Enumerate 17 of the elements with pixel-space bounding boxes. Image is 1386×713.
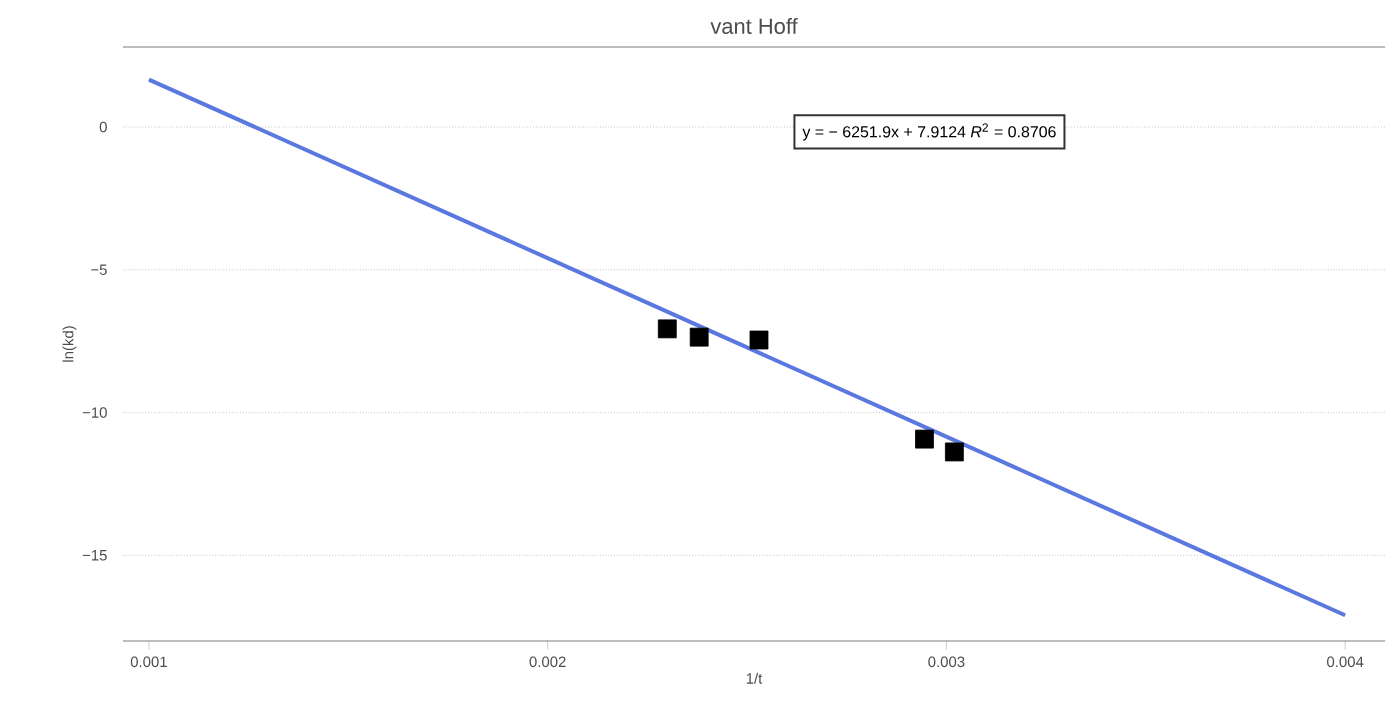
point [689,327,709,347]
point [657,319,677,339]
x-axis-title: 1/t [746,672,763,684]
x-tick-label: 0.003 [928,656,965,668]
y-tick-label: −10 [82,407,107,418]
chart-title: vant Hoff [710,17,798,35]
y-tick-label: −15 [82,550,107,561]
y-tick-label: −5 [91,264,107,275]
x-tick-label: 0.002 [529,656,566,668]
point [944,442,964,462]
y-axis-title: ln(kd) [62,326,77,362]
x-tick-label: 0.004 [1327,656,1364,668]
x-tick-label: 0.001 [130,656,167,668]
y-tick-label: 0 [99,121,107,133]
annotation: y = − 6251.9x + 7.9124 R$^{2}$ = 0.8706 [802,123,1056,141]
point [915,429,934,449]
point [749,330,769,350]
